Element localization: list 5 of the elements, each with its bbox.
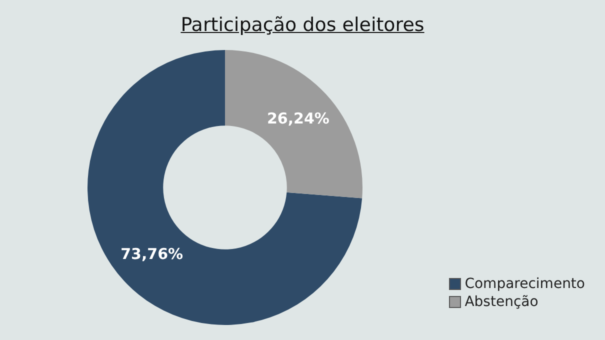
data-label: 73,76% — [120, 245, 184, 264]
legend-label: Comparecimento — [464, 276, 585, 292]
chart-title: Participação dos eleitores — [180, 14, 426, 36]
legend-label: Abstenção — [464, 294, 538, 310]
data-label: 26,24% — [266, 110, 330, 128]
